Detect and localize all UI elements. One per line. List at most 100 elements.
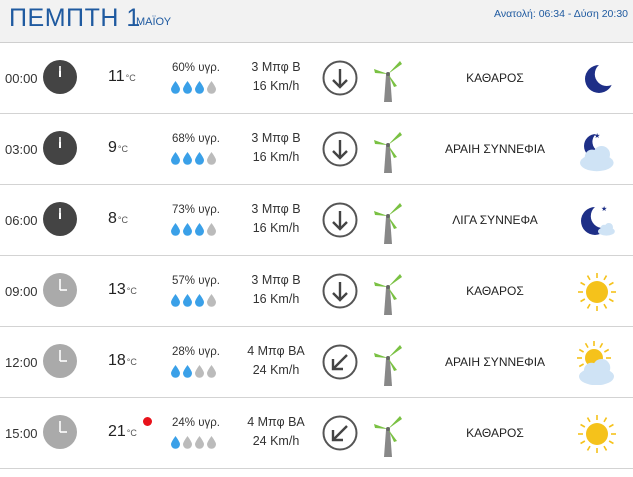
row-time: 06:00 <box>5 213 38 228</box>
wind-speed: 16 Km/h <box>252 150 300 164</box>
humidity-drop-icon <box>182 435 193 454</box>
temperature-unit: °C <box>117 215 129 225</box>
humidity-drop-icon <box>206 222 217 241</box>
row-humidity: 73% υγρ. <box>172 204 220 216</box>
humidity-drops <box>170 293 230 309</box>
sun-cloud-icon <box>574 341 620 386</box>
humidity-drop-icon <box>170 151 181 170</box>
row-temperature: 11°C <box>108 68 148 86</box>
moon-icon <box>574 57 620 101</box>
row-humidity: 24% υγρ. <box>172 417 220 429</box>
temperature-value: 11 <box>108 68 125 85</box>
humidity-drop-icon <box>194 80 205 99</box>
row-temperature: 8°C <box>108 210 148 228</box>
humidity-drops <box>170 80 230 96</box>
wind-speed: 24 Km/h <box>252 363 300 377</box>
humidity-drop-icon <box>170 222 181 241</box>
wind-direction-arrow-icon <box>322 344 358 380</box>
row-condition: ΚΑΘΑΡΟΣ <box>466 71 524 85</box>
forecast-row: 06:00 8°C 73% υγρ. 3 Μπφ Β 16 Km/h ΛΙΓΑ ΣΥΝΝΕ… <box>0 185 633 256</box>
humidity-drop-icon <box>206 364 217 383</box>
windmill-icon <box>370 339 406 387</box>
forecast-header: ΠΕΜΠΤΗ 1 ΜΑΪΟΥ Ανατολή: 06:34 - Δύση 20:… <box>0 0 633 43</box>
wind-speed: 16 Km/h <box>252 292 300 306</box>
humidity-drop-icon <box>182 151 193 170</box>
svg-text:★: ★ <box>601 205 607 213</box>
humidity-drop-icon <box>206 151 217 170</box>
sun-icon <box>574 270 620 314</box>
sun-icon <box>574 412 620 456</box>
row-humidity: 60% υγρ. <box>172 62 220 74</box>
row-condition: ΑΡΑΙΗ ΣΥΝΝΕΦΙΑ <box>444 355 546 369</box>
wind-force: 3 Μπφ Β <box>251 131 301 145</box>
temperature-unit: °C <box>126 428 137 438</box>
sunrise-sunset: Ανατολή: 06:34 - Δύση 20:30 <box>494 8 628 20</box>
humidity-drop-icon <box>170 293 181 312</box>
row-time: 03:00 <box>5 142 38 157</box>
wind-speed: 16 Km/h <box>252 221 300 235</box>
temperature-unit: °C <box>117 144 129 154</box>
wind-direction-arrow-icon <box>322 131 358 167</box>
humidity-drops <box>170 151 230 167</box>
clock-icon <box>43 131 77 165</box>
humidity-drop-icon <box>182 80 193 99</box>
temperature-value: 13 <box>108 281 126 298</box>
row-condition: ΛΙΓΑ ΣΥΝΝΕΦΑ <box>452 213 538 227</box>
clock-icon <box>43 344 77 378</box>
row-condition: ΚΑΘΑΡΟΣ <box>466 426 524 440</box>
forecast-row: 15:00 21°C 24% υγρ. 4 Μπφ ΒΑ 24 Km/h ΚΑΘΑΡΟΣ <box>0 398 633 469</box>
windmill-icon <box>370 268 406 316</box>
wind-force: 4 Μπφ ΒΑ <box>247 415 305 429</box>
row-humidity: 68% υγρ. <box>172 133 220 145</box>
temperature-value: 21 <box>108 423 126 440</box>
moon-cloud-large-icon: ★ <box>574 128 620 172</box>
wind-direction-arrow-icon <box>322 415 358 451</box>
temperature-unit: °C <box>126 357 137 367</box>
humidity-drop-icon <box>206 293 217 312</box>
humidity-drop-icon <box>194 435 205 454</box>
row-time: 12:00 <box>5 355 38 370</box>
humidity-drop-icon <box>170 80 181 99</box>
wind-force: 3 Μπφ Β <box>251 60 301 74</box>
wind-speed: 16 Km/h <box>252 79 300 93</box>
temperature-unit: °C <box>126 286 137 296</box>
windmill-icon <box>370 410 406 458</box>
temperature-unit: °C <box>125 73 136 83</box>
humidity-drop-icon <box>206 80 217 99</box>
clock-icon <box>43 60 77 94</box>
row-condition: ΚΑΘΑΡΟΣ <box>466 284 524 298</box>
wind-force: 3 Μπφ Β <box>251 273 301 287</box>
forecast-row: 00:00 11°C 60% υγρ. 3 Μπφ Β 16 Km/h ΚΑΘΑΡΟΣ <box>0 43 633 114</box>
forecast-row: 12:00 18°C 28% υγρ. 4 Μπφ ΒΑ 24 Km/h ΑΡΑΙΗ ΣΥ… <box>0 327 633 398</box>
clock-icon <box>43 273 77 307</box>
temperature-value: 9 <box>108 139 117 156</box>
wind-force: 3 Μπφ Β <box>251 202 301 216</box>
wind-speed: 24 Km/h <box>252 434 300 448</box>
humidity-drop-icon <box>170 435 181 454</box>
temperature-value: 18 <box>108 352 126 369</box>
row-temperature: 18°C <box>108 352 148 370</box>
row-humidity: 28% υγρ. <box>172 346 220 358</box>
temperature-value: 8 <box>108 210 117 227</box>
wind-direction-arrow-icon <box>322 60 358 96</box>
row-temperature: 21°C <box>108 423 148 441</box>
row-temperature: 9°C <box>108 139 148 157</box>
row-time: 09:00 <box>5 284 38 299</box>
humidity-drop-icon <box>194 293 205 312</box>
windmill-icon <box>370 55 406 103</box>
windmill-icon <box>370 197 406 245</box>
wind-direction-arrow-icon <box>322 273 358 309</box>
humidity-drop-icon <box>182 222 193 241</box>
humidity-drop-icon <box>182 293 193 312</box>
wind-force: 4 Μπφ ΒΑ <box>247 344 305 358</box>
forecast-row: 03:00 9°C 68% υγρ. 3 Μπφ Β 16 Km/h ΑΡΑΙΗ ΣΥΝΝ… <box>0 114 633 185</box>
humidity-drop-icon <box>182 364 193 383</box>
humidity-drop-icon <box>206 435 217 454</box>
wind-direction-arrow-icon <box>322 202 358 238</box>
clock-icon <box>43 202 77 236</box>
svg-text:★: ★ <box>594 132 600 140</box>
row-time: 15:00 <box>5 426 38 441</box>
month-label: ΜΑΪΟΥ <box>136 16 172 28</box>
humidity-drop-icon <box>170 364 181 383</box>
forecast-row: 09:00 13°C 57% υγρ. 3 Μπφ Β 16 Km/h ΚΑΘΑΡΟΣ <box>0 256 633 327</box>
